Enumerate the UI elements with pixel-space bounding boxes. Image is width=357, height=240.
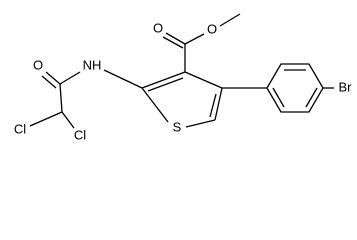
bond — [219, 13, 241, 27]
bond — [305, 87, 318, 108]
bond — [272, 87, 285, 108]
bond — [185, 119, 216, 128]
bond — [184, 33, 205, 45]
atom-label: Cl — [14, 121, 26, 136]
bond — [214, 87, 223, 121]
atom-label: O — [153, 20, 163, 35]
bond — [141, 71, 186, 89]
atom-label: NH — [83, 57, 102, 72]
atom-labels: O O NH O Cl Cl S Br — [14, 20, 352, 142]
bond — [147, 77, 184, 92]
bond — [59, 83, 63, 113]
molecule: O O NH O Cl Cl S Br — [14, 13, 352, 142]
bond — [29, 111, 63, 127]
page: {"atoms": [{"label": "O"}, {"label": "O"… — [13, 13, 353, 143]
bond — [45, 71, 61, 85]
bond — [209, 93, 217, 118]
bond — [59, 71, 81, 85]
ring — [266, 63, 324, 113]
bond — [162, 36, 184, 49]
bond — [41, 75, 57, 89]
bond — [165, 32, 186, 45]
bonds — [29, 13, 334, 129]
atom-label: S — [173, 119, 182, 134]
bond — [61, 111, 75, 129]
bond — [141, 87, 169, 123]
atom-label: O — [207, 21, 217, 36]
bond — [184, 71, 223, 89]
bond — [103, 69, 143, 89]
atom-label: Br — [339, 79, 353, 94]
atom-label: O — [33, 57, 43, 72]
atom-label: Cl — [74, 127, 86, 142]
